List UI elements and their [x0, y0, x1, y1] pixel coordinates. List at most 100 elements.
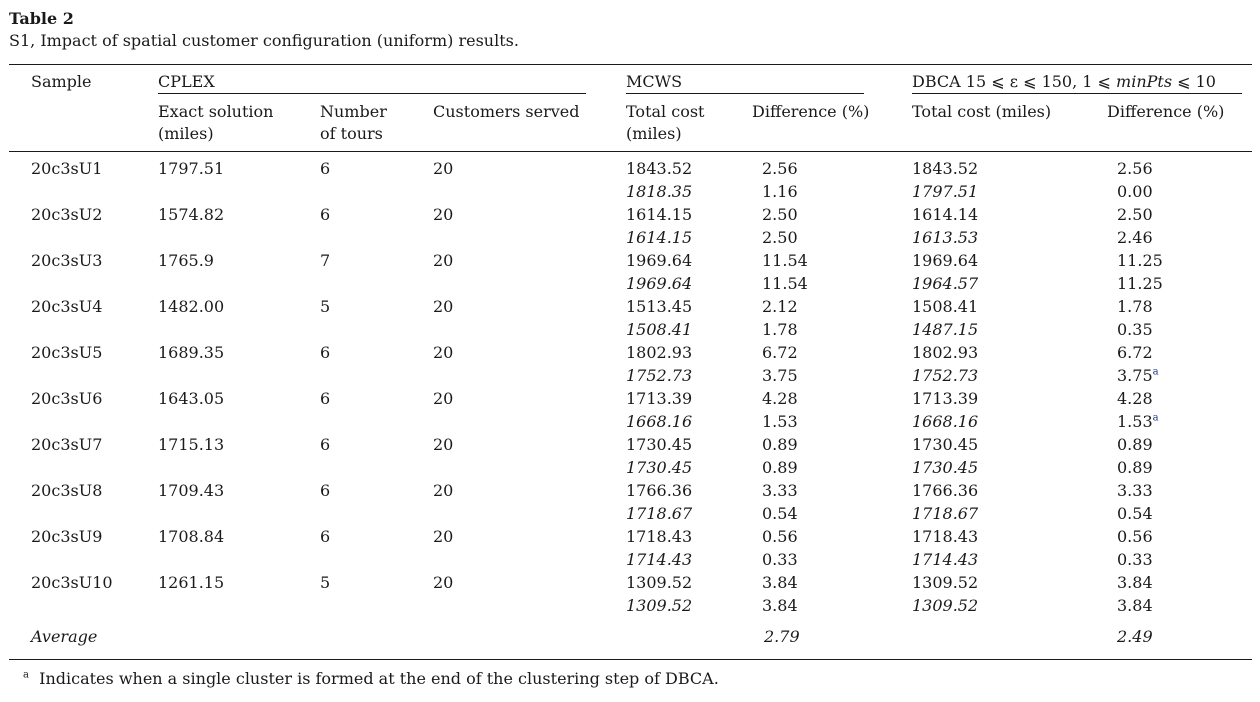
cell-dbca-difference: 2.56 [1117, 159, 1153, 178]
cell-exact-solution: 1261.15 [158, 573, 225, 592]
header-cplex: CPLEX [158, 71, 586, 94]
cell-mcws-difference: 0.89 [762, 435, 798, 454]
cell-customers-served: 20 [433, 527, 454, 546]
cell-number-of-tours: 6 [320, 527, 331, 546]
cell-dbca-difference-alt: 0.35 [1117, 320, 1153, 339]
table-row-italic: 1614.15 2.50 1613.53 2.46 [9, 226, 1252, 249]
table-row: 20c3sU2 1574.82 6 20 1614.15 2.50 1614.14 2.50 [9, 203, 1252, 226]
cell-mcws-difference-alt: 0.89 [762, 458, 798, 477]
cell-dbca-difference-alt: 0.89 [1117, 458, 1153, 477]
cell-dbca-total-cost: 1508.41 [912, 297, 979, 316]
table-row-italic: 1309.52 3.84 1309.52 3.84 [9, 594, 1252, 617]
cell-number-of-tours: 6 [320, 159, 331, 178]
cell-sample: 20c3sU10 [31, 573, 113, 592]
cell-number-of-tours: 5 [320, 297, 331, 316]
cell-exact-solution: 1797.51 [158, 159, 225, 178]
cell-number-of-tours: 6 [320, 343, 331, 362]
table-row-italic: 1508.41 1.78 1487.15 0.35 [9, 318, 1252, 341]
cell-mcws-difference-alt: 1.16 [762, 182, 798, 201]
cell-dbca-difference: 0.89 [1117, 435, 1153, 454]
cell-dbca-total-cost-alt: 1797.51 [912, 182, 979, 201]
cell-mcws-total-cost: 1802.93 [626, 343, 693, 362]
table-row: 20c3sU6 1643.05 6 20 1713.39 4.28 1713.39 4.28 [9, 387, 1252, 410]
table-row-italic: 1668.16 1.53 1668.16 1.53a [9, 410, 1252, 433]
footnote-text: Indicates when a single cluster is forme… [39, 669, 719, 688]
cell-mcws-difference: 11.54 [762, 251, 808, 270]
table-row: 20c3sU7 1715.13 6 20 1730.45 0.89 1730.45 0.89 [9, 433, 1252, 456]
cell-exact-solution: 1709.43 [158, 481, 225, 500]
average-row: Average 2.79 2.49 [9, 617, 1252, 649]
cell-dbca-total-cost-alt: 1613.53 [912, 228, 979, 247]
table-row: 20c3sU3 1765.9 7 20 1969.64 11.54 1969.64 11.25 [9, 249, 1252, 272]
cell-customers-served: 20 [433, 389, 454, 408]
cell-dbca-difference: 3.84 [1117, 573, 1153, 592]
table-row-italic: 1730.45 0.89 1730.45 0.89 [9, 456, 1252, 479]
cell-mcws-difference-alt: 2.50 [762, 228, 798, 247]
cell-dbca-difference: 2.50 [1117, 205, 1153, 224]
cell-mcws-total-cost-alt: 1752.73 [626, 366, 693, 385]
cell-dbca-total-cost-alt: 1714.43 [912, 550, 979, 569]
cell-dbca-total-cost: 1843.52 [912, 159, 979, 178]
cell-sample: 20c3sU7 [31, 435, 103, 454]
cell-mcws-difference: 3.33 [762, 481, 798, 500]
cell-mcws-total-cost-alt: 1730.45 [626, 458, 693, 477]
table-row: 20c3sU1 1797.51 6 20 1843.52 2.56 1843.52 2.56 [9, 157, 1252, 180]
table-caption-text: S1, Impact of spatial customer configura… [9, 31, 519, 50]
cell-sample: 20c3sU5 [31, 343, 103, 362]
cell-mcws-total-cost-alt: 1718.67 [626, 504, 693, 523]
cell-dbca-difference-alt: 3.75a [1117, 366, 1159, 385]
cell-number-of-tours: 6 [320, 435, 331, 454]
header-exact-solution: Exact solution (miles) [158, 102, 274, 143]
cell-dbca-total-cost: 1730.45 [912, 435, 979, 454]
cell-mcws-total-cost: 1713.39 [626, 389, 693, 408]
cell-mcws-difference-alt: 11.54 [762, 274, 808, 293]
cell-exact-solution: 1482.00 [158, 297, 225, 316]
cell-exact-solution: 1708.84 [158, 527, 225, 546]
average-label: Average [31, 627, 98, 646]
cell-dbca-total-cost-alt: 1752.73 [912, 366, 979, 385]
table-row: 20c3sU5 1689.35 6 20 1802.93 6.72 1802.93 6.72 [9, 341, 1252, 364]
cell-number-of-tours: 6 [320, 389, 331, 408]
cell-sample: 20c3sU2 [31, 205, 103, 224]
footnote-ref: a [1152, 366, 1159, 378]
cell-number-of-tours: 6 [320, 481, 331, 500]
table-row-italic: 1969.64 11.54 1964.57 11.25 [9, 272, 1252, 295]
header-row-groups: Sample CPLEX MCWS DBCA 15 ⩽ ε ⩽ 150, 1 ⩽… [9, 71, 1252, 95]
average-mcws-difference: 2.79 [764, 627, 800, 646]
cell-dbca-difference: 1.78 [1117, 297, 1153, 316]
cell-dbca-difference-alt: 0.54 [1117, 504, 1153, 523]
header-customers-served: Customers served [433, 102, 580, 121]
cell-dbca-difference-alt: 2.46 [1117, 228, 1153, 247]
cell-mcws-difference-alt: 3.84 [762, 596, 798, 615]
cell-mcws-difference: 2.12 [762, 297, 798, 316]
cell-dbca-total-cost: 1969.64 [912, 251, 979, 270]
header-dbca-total-cost: Total cost (miles) [912, 102, 1052, 121]
cell-number-of-tours: 7 [320, 251, 331, 270]
footnote-ref: a [1152, 412, 1159, 424]
cell-dbca-difference: 6.72 [1117, 343, 1153, 362]
cell-dbca-total-cost-alt: 1718.67 [912, 504, 979, 523]
header-dbca-difference: Difference (%) [1107, 102, 1225, 121]
cell-mcws-total-cost-alt: 1969.64 [626, 274, 693, 293]
table-row-italic: 1818.35 1.16 1797.51 0.00 [9, 180, 1252, 203]
cell-mcws-difference-alt: 1.53 [762, 412, 798, 431]
cell-customers-served: 20 [433, 481, 454, 500]
table-row: 20c3sU8 1709.43 6 20 1766.36 3.33 1766.36 3.33 [9, 479, 1252, 502]
cell-dbca-difference: 4.28 [1117, 389, 1153, 408]
cell-exact-solution: 1715.13 [158, 435, 225, 454]
cell-number-of-tours: 5 [320, 573, 331, 592]
cell-customers-served: 20 [433, 435, 454, 454]
footnote-marker: a [23, 669, 29, 681]
cell-sample: 20c3sU6 [31, 389, 103, 408]
header-sample: Sample [31, 72, 92, 91]
cell-mcws-total-cost-alt: 1714.43 [626, 550, 693, 569]
cell-sample: 20c3sU8 [31, 481, 103, 500]
header-row-columns: Exact solution (miles) Number of tours Cus… [9, 95, 1252, 152]
cell-mcws-difference: 0.56 [762, 527, 798, 546]
cell-mcws-difference-alt: 3.75 [762, 366, 798, 385]
cell-customers-served: 20 [433, 159, 454, 178]
cell-mcws-total-cost: 1614.15 [626, 205, 693, 224]
cell-mcws-difference: 4.28 [762, 389, 798, 408]
cell-sample: 20c3sU1 [31, 159, 103, 178]
cell-dbca-total-cost-alt: 1964.57 [912, 274, 979, 293]
